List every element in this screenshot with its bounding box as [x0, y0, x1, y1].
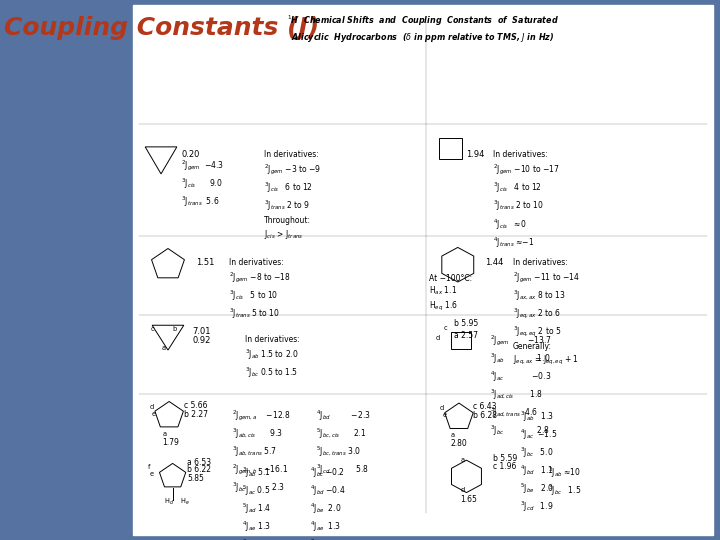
Text: a: a [461, 457, 465, 463]
FancyBboxPatch shape [133, 5, 713, 535]
Text: e: e [442, 412, 446, 418]
Text: c 1.96: c 1.96 [492, 462, 516, 471]
Text: b 2.27: b 2.27 [184, 410, 208, 419]
Text: f: f [148, 464, 150, 470]
Text: $^{4}$J$_{bd}$         −2.3
$^{5}$J$_{bc,cis}$      2.1
$^{5}$J$_{bc,trans}$ 3.0: $^{4}$J$_{bd}$ −2.3 $^{5}$J$_{bc,cis}$ 2… [316, 409, 371, 477]
Text: $^{4}$J$_{bc}$ −0.2
$^{4}$J$_{bd}$ −0.4
$^{4}$J$_{be}$  2.0
$^{4}$J$_{ae}$  1.3
: $^{4}$J$_{bc}$ −0.2 $^{4}$J$_{bd}$ −0.4 … [310, 466, 346, 540]
Text: $^{3}$J$_{ab}$ 5.1
$^{5}$J$_{ac}$ 0.5
$^{5}$J$_{ad}$ 1.4
$^{4}$J$_{ae}$ 1.3
$^{3: $^{3}$J$_{ab}$ 5.1 $^{5}$J$_{ac}$ 0.5 $^… [242, 466, 271, 540]
Text: $^{3}$J$_{ab}$   1.3
$^{4}$J$_{ac}$  −1.5
$^{3}$J$_{bc}$   5.0
$^{4}$J$_{bd}$   : $^{3}$J$_{ab}$ 1.3 $^{4}$J$_{ac}$ −1.5 $… [521, 410, 557, 514]
Bar [439, 138, 462, 159]
Text: 1.44: 1.44 [485, 258, 503, 267]
Text: c 5.66: c 5.66 [184, 401, 207, 410]
Text: b: b [173, 327, 177, 333]
Text: e: e [152, 411, 156, 417]
Text: H$_d$: H$_d$ [164, 496, 174, 507]
Bar [451, 332, 471, 349]
Text: d: d [461, 487, 465, 493]
Text: 0.92: 0.92 [192, 336, 211, 345]
Text: In derivatives:
$^{2}$J$_{gem}$ −11 to −14
$^{3}$J$_{ax,ax}$ 8 to 13
$^{3}$J$_{e: In derivatives: $^{2}$J$_{gem}$ −11 to −… [513, 258, 580, 367]
Text: In derivatives:
$^{2}$J$_{gem}$ −3 to −9
$^{3}$J$_{cis}$   6 to 12
$^{3}$J$_{tra: In derivatives: $^{2}$J$_{gem}$ −3 to −9… [264, 151, 320, 241]
Text: b 6.22: b 6.22 [187, 465, 211, 474]
Text: H$_e$: H$_e$ [179, 496, 189, 507]
Text: $^{1}$H  Chemical Shifts  and  Coupling  Constants  of  Saturated
Alicyclic  Hyd: $^{1}$H Chemical Shifts and Coupling Con… [287, 14, 559, 44]
Text: $^{2}$J$_{gem}$  −4.3
$^{3}$J$_{cis}$      9.0
$^{3}$J$_{trans}$  5.6: $^{2}$J$_{gem}$ −4.3 $^{3}$J$_{cis}$ 9.0… [181, 159, 224, 210]
Text: b 5.59: b 5.59 [492, 454, 517, 463]
Text: 5.85: 5.85 [187, 474, 204, 483]
Text: a: a [162, 431, 166, 437]
Text: c 6.43: c 6.43 [474, 402, 497, 411]
Text: H$_{ax}$ 1.1
H$_{eq}$ 1.6: H$_{ax}$ 1.1 H$_{eq}$ 1.6 [429, 285, 458, 313]
Text: At −100°C:: At −100°C: [429, 274, 472, 284]
Text: $^{3}$J$_{ab}$ ≈10
$^{3}$J$_{bc}$   1.5: $^{3}$J$_{ab}$ ≈10 $^{3}$J$_{bc}$ 1.5 [548, 466, 581, 498]
Text: Coupling Constants (J): Coupling Constants (J) [4, 16, 319, 40]
Text: a 6.53: a 6.53 [187, 458, 211, 467]
Text: d: d [150, 404, 153, 410]
Text: $^{2}$J$_{gem,a}$    −12.8
$^{3}$J$_{ab,cis}$      9.3
$^{3}$J$_{ab,trans}$ 5.7
: $^{2}$J$_{gem,a}$ −12.8 $^{3}$J$_{ab,cis… [232, 409, 290, 495]
Text: a: a [451, 432, 455, 438]
Text: c: c [444, 325, 447, 331]
Text: 1.94: 1.94 [467, 151, 485, 159]
Text: e: e [150, 471, 153, 477]
Text: a 2.57: a 2.57 [454, 331, 478, 340]
Text: b 6.28: b 6.28 [474, 411, 498, 420]
Text: 7.01: 7.01 [192, 327, 211, 336]
Text: 1.65: 1.65 [461, 495, 477, 504]
Text: $^{2}$J$_{gem}$        −13.7
$^{3}$J$_{ab}$              1.0
$^{4}$J$_{ac}$     : $^{2}$J$_{gem}$ −13.7 $^{3}$J$_{ab}$ 1.0… [490, 334, 552, 437]
Text: b 5.95: b 5.95 [454, 319, 479, 328]
Text: In derivatives:
$^{3}$J$_{ab}$ 1.5 to 2.0
$^{3}$J$_{bc}$ 0.5 to 1.5: In derivatives: $^{3}$J$_{ab}$ 1.5 to 2.… [245, 335, 300, 380]
Text: a: a [161, 346, 166, 352]
Text: 1.79: 1.79 [162, 438, 179, 447]
Text: 0.20: 0.20 [181, 151, 199, 159]
Text: 1.51: 1.51 [196, 258, 214, 267]
Text: c: c [150, 327, 154, 333]
Text: d: d [439, 405, 444, 411]
Text: d: d [436, 335, 440, 341]
Text: In derivatives:
$^{2}$J$_{gem}$ −10 to −17
$^{3}$J$_{cis}$   4 to 12
$^{3}$J$_{t: In derivatives: $^{2}$J$_{gem}$ −10 to −… [492, 151, 559, 249]
Text: In derivatives:
$^{2}$J$_{gem}$ −8 to −18
$^{3}$J$_{cis}$   5 to 10
$^{3}$J$_{tr: In derivatives: $^{2}$J$_{gem}$ −8 to −1… [229, 258, 291, 321]
Text: 2.80: 2.80 [451, 439, 467, 448]
